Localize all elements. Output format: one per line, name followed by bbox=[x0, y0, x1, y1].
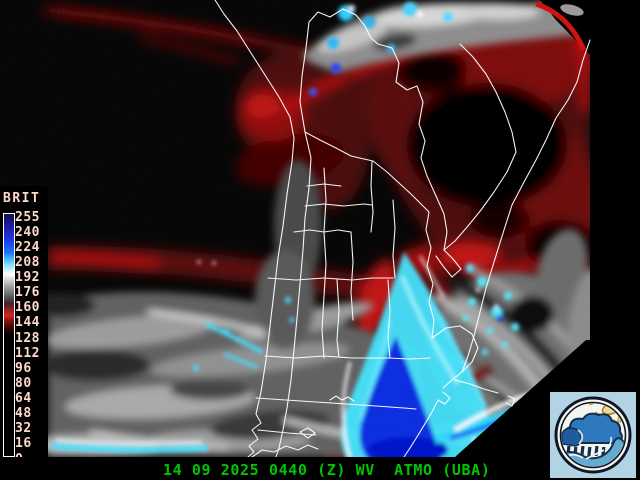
province-line bbox=[350, 231, 354, 321]
sensor-noise-texture bbox=[0, 0, 640, 457]
atmo-uba-logo bbox=[550, 392, 636, 478]
colorbar-label: 208 bbox=[15, 254, 40, 270]
border-andes bbox=[275, 21, 312, 457]
province-line bbox=[336, 279, 340, 358]
border-bolivia-east bbox=[377, 43, 426, 159]
map-borders bbox=[214, 0, 591, 457]
scan-edge bbox=[455, 0, 640, 457]
brightness-colorbar: BRIT 255 240 224 208 192 176 160 144 128 112 96 80 6… bbox=[0, 186, 48, 467]
colorbar-label: 255 bbox=[15, 209, 40, 225]
timestamp-caption: 14 09 2025 0440 (Z) WV ATMO (UBA) bbox=[163, 461, 491, 479]
coastline-lagoon-hook bbox=[505, 395, 516, 407]
coastline-pacific bbox=[214, 0, 295, 457]
caption-band: 14 09 2025 0440 (Z) WV ATMO (UBA) bbox=[0, 457, 640, 480]
province-line bbox=[255, 397, 417, 410]
colorbar-label: 144 bbox=[15, 315, 40, 331]
colorbar-title: BRIT bbox=[3, 191, 41, 206]
province-line bbox=[293, 229, 352, 233]
border-misiones bbox=[435, 249, 462, 278]
province-line bbox=[306, 183, 342, 187]
colorbar-label: 240 bbox=[15, 224, 40, 240]
border-bolivia-argentina bbox=[304, 131, 374, 162]
colorbar-label: 32 bbox=[15, 421, 32, 437]
province-line bbox=[321, 167, 327, 359]
colorbar-bar bbox=[3, 213, 15, 457]
border-parana-uruguay-river bbox=[425, 211, 435, 339]
cloud-icon bbox=[561, 412, 623, 447]
colorbar-label: 48 bbox=[15, 406, 32, 422]
colorbar-label: 128 bbox=[15, 330, 40, 346]
border-paraguay-brazil bbox=[443, 43, 517, 251]
satellite-wv-image bbox=[0, 0, 640, 457]
province-line bbox=[257, 429, 317, 436]
coastline-rio-de-la-plata bbox=[403, 391, 451, 457]
colorbar-label: 64 bbox=[15, 391, 32, 406]
province-line bbox=[392, 199, 396, 279]
province-line bbox=[370, 160, 374, 233]
coastline-islands bbox=[329, 395, 355, 402]
colorbar-label: 160 bbox=[15, 300, 40, 316]
colorbar-label: 112 bbox=[15, 345, 40, 361]
province-line bbox=[387, 279, 391, 359]
coastline-tierra-del-fuego bbox=[251, 444, 319, 457]
border-paraguay-river bbox=[420, 157, 448, 251]
colorbar-label: 192 bbox=[15, 270, 40, 285]
province-line bbox=[267, 277, 394, 281]
colorbar-label: 176 bbox=[15, 285, 40, 301]
colorbar-label: 80 bbox=[15, 375, 32, 391]
border-pilcomayo bbox=[372, 160, 430, 213]
logo-inner-ring bbox=[559, 401, 627, 469]
colorbar-label: 96 bbox=[15, 360, 32, 376]
coastline-plata-north-shore bbox=[454, 379, 499, 394]
colorbar-label: 16 bbox=[15, 436, 32, 452]
border-bolivia-north bbox=[308, 8, 379, 45]
province-line bbox=[304, 203, 373, 207]
colorbar-label: 224 bbox=[15, 239, 40, 255]
coastline-islands bbox=[299, 427, 316, 439]
province-line bbox=[264, 355, 431, 360]
coastline-atlantic bbox=[442, 39, 591, 389]
border-uruguay bbox=[431, 325, 479, 373]
